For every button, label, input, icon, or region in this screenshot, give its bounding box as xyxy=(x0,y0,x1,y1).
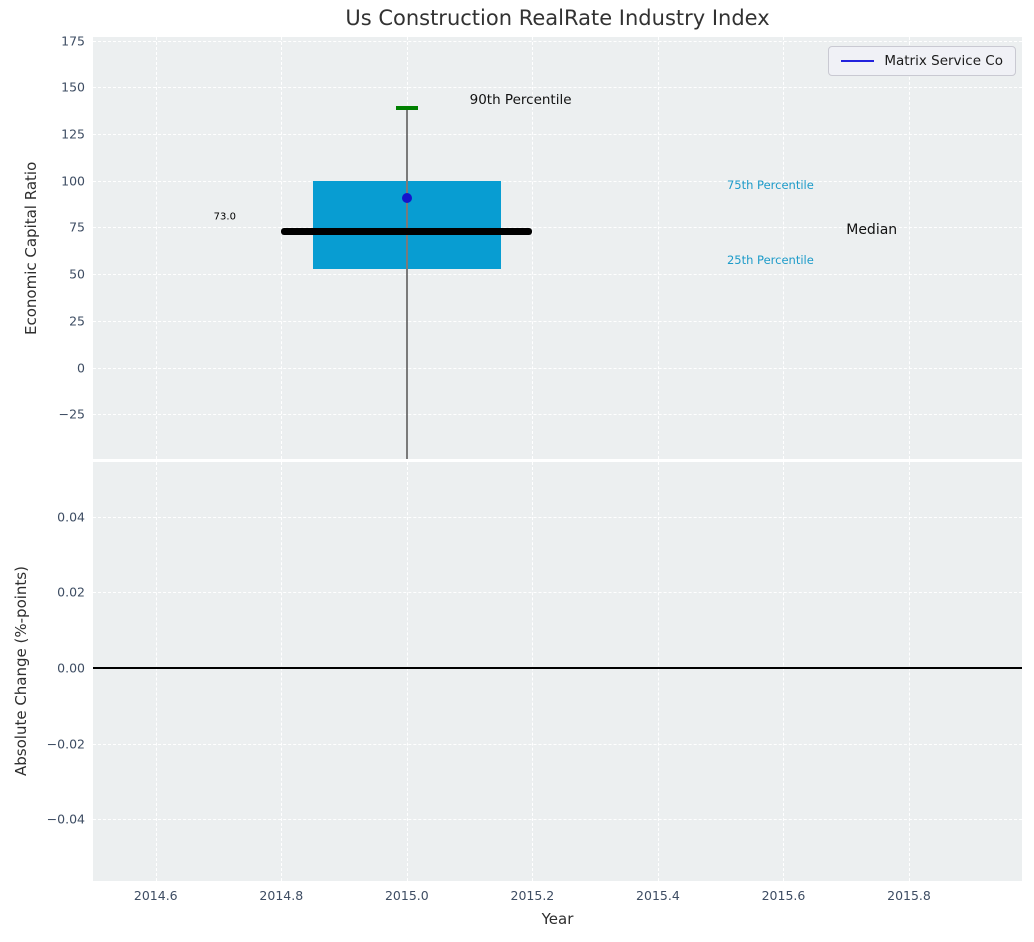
y-tick-label: 0.02 xyxy=(57,584,85,600)
x-gridline xyxy=(909,462,910,881)
y-gridline xyxy=(93,819,1022,821)
median-line xyxy=(281,227,533,235)
company-point xyxy=(401,192,412,203)
x-gridline xyxy=(657,37,659,459)
annotation-p25-percentile-label: 25th Percentile xyxy=(726,252,814,267)
x-gridline xyxy=(783,37,785,459)
y-gridline xyxy=(93,743,1022,745)
y-gridline xyxy=(93,592,1022,594)
x-gridline xyxy=(406,462,408,881)
top-y-axis-label: Economic Capital Ratio xyxy=(22,161,40,335)
y-gridline xyxy=(93,320,1022,322)
legend-line-sample xyxy=(841,59,875,63)
y-tick-label: 150 xyxy=(61,79,85,95)
y-tick-label: 175 xyxy=(61,33,85,49)
zero-line xyxy=(93,667,1022,669)
y-gridline xyxy=(93,180,1022,182)
x-gridline xyxy=(532,37,534,459)
y-tick-label: 75 xyxy=(69,219,85,235)
y-tick-label: −0.04 xyxy=(46,811,85,827)
y-gridline xyxy=(93,134,1022,136)
annotation-p75-percentile-label: 75th Percentile xyxy=(726,178,814,193)
y-gridline xyxy=(93,274,1022,276)
y-gridline xyxy=(93,367,1022,369)
legend: Matrix Service Co xyxy=(828,46,1016,76)
y-gridline xyxy=(93,516,1022,518)
x-gridline xyxy=(155,37,157,459)
y-tick-label: 100 xyxy=(61,173,85,189)
x-axis-label: Year xyxy=(541,910,574,928)
x-gridline xyxy=(532,462,534,881)
y-tick-label: 25 xyxy=(69,313,85,329)
x-tick-label: 2015.8 xyxy=(887,888,931,903)
annotation-p90-percentile-label: 90th Percentile xyxy=(469,92,572,109)
y-tick-label: 0.04 xyxy=(57,509,85,525)
x-tick-label: 2014.6 xyxy=(133,888,178,903)
x-gridline xyxy=(657,462,659,881)
p90-cap xyxy=(395,106,418,110)
y-gridline xyxy=(93,40,1022,42)
whisker-line xyxy=(406,107,408,459)
y-gridline xyxy=(93,227,1022,229)
x-gridline xyxy=(281,462,283,881)
annotation-median-label: Median xyxy=(846,221,898,238)
x-gridline xyxy=(281,37,283,459)
x-tick-label: 2014.8 xyxy=(259,888,304,903)
chart-title: Us Construction RealRate Industry Index xyxy=(345,6,770,30)
x-tick-label: 2015.0 xyxy=(384,888,429,903)
x-tick-label: 2015.2 xyxy=(510,888,555,903)
x-tick-label: 2015.4 xyxy=(636,888,680,903)
top-axes xyxy=(93,37,1022,459)
y-tick-label: −25 xyxy=(58,406,85,422)
y-tick-label: 0 xyxy=(77,360,85,375)
y-gridline xyxy=(93,87,1022,89)
legend-label: Matrix Service Co xyxy=(884,53,1003,69)
annotation-median-value-label: 73.0 xyxy=(213,211,236,223)
y-tick-label: 50 xyxy=(69,266,85,282)
y-tick-label: −0.02 xyxy=(46,736,85,752)
y-tick-label: 0.00 xyxy=(57,660,85,676)
x-gridline xyxy=(155,462,157,881)
x-gridline xyxy=(909,37,910,459)
y-gridline xyxy=(93,414,1022,416)
bottom-axes xyxy=(93,462,1022,881)
y-tick-label: 125 xyxy=(61,126,85,142)
x-gridline xyxy=(783,462,785,881)
x-tick-label: 2015.6 xyxy=(761,888,806,903)
